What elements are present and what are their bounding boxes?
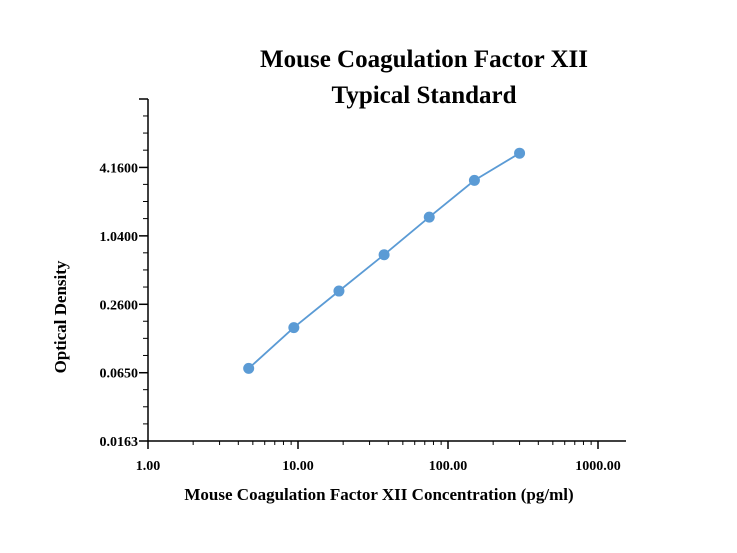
- y-tick-label: 0.0163: [100, 435, 139, 450]
- data-point: [288, 322, 300, 334]
- chart-title: Mouse Coagulation Factor XII: [260, 46, 588, 73]
- x-tick-label: 10.00: [282, 459, 314, 474]
- y-tick-label: 0.2600: [100, 298, 139, 313]
- y-axis-ticks: 0.0163 0.0650 0.2600 1.0400 4.1600: [100, 98, 148, 450]
- data-point: [378, 249, 390, 261]
- y-tick-label: 0.0650: [100, 367, 139, 382]
- axes: [147, 99, 626, 442]
- y-axis-label: Optical Density: [51, 260, 70, 373]
- data-point: [333, 285, 345, 297]
- data-series: [243, 147, 526, 374]
- x-axis-label: Mouse Coagulation Factor XII Concentrati…: [184, 485, 573, 504]
- chart-subtitle: Typical Standard: [332, 82, 517, 109]
- x-tick-label: 1.00: [136, 459, 161, 474]
- data-point: [514, 147, 526, 159]
- y-tick-label: 4.1600: [100, 161, 139, 176]
- data-point: [243, 362, 255, 374]
- data-point: [468, 174, 480, 186]
- x-tick-label: 100.00: [429, 459, 468, 474]
- data-point: [423, 211, 435, 223]
- x-tick-label: 1000.00: [575, 459, 621, 474]
- series-line: [248, 152, 521, 370]
- y-tick-label: 1.0400: [100, 230, 139, 245]
- x-axis-ticks: 1.00 10.00 100.00 1000.00: [136, 441, 621, 474]
